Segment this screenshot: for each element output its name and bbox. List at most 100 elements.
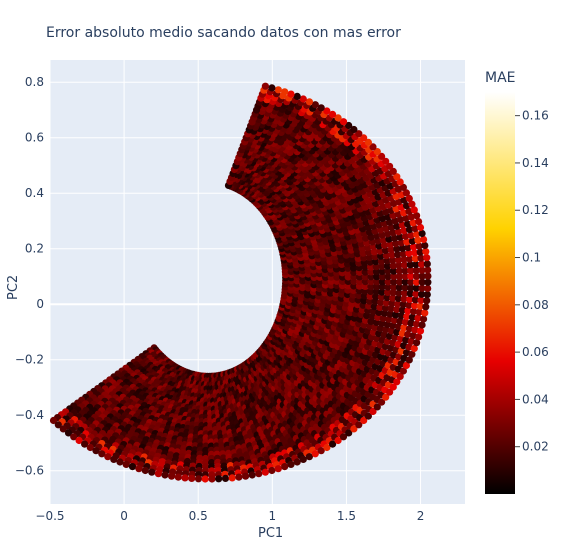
data-point <box>411 296 419 304</box>
data-point <box>394 256 402 264</box>
data-point <box>364 138 372 146</box>
data-point <box>384 267 392 275</box>
data-point <box>384 273 392 281</box>
data-point <box>402 214 410 222</box>
data-point <box>420 235 428 244</box>
data-point <box>135 465 143 473</box>
data-point <box>409 219 417 227</box>
data-point <box>405 325 414 333</box>
data-point <box>406 295 414 303</box>
data-point <box>406 255 414 263</box>
data-point <box>396 216 404 224</box>
data-point <box>405 249 413 257</box>
data-point <box>407 278 415 286</box>
data-point <box>64 429 73 437</box>
data-point <box>424 272 432 280</box>
data-point <box>317 447 325 455</box>
data-point <box>406 261 414 269</box>
data-point <box>378 398 386 406</box>
data-point <box>323 107 331 115</box>
x-axis-label: PC1 <box>258 526 284 541</box>
data-point <box>75 436 83 445</box>
data-point <box>418 272 426 280</box>
data-point <box>412 260 420 269</box>
data-point <box>411 225 419 233</box>
data-point <box>416 327 425 335</box>
data-point <box>329 110 337 118</box>
data-point <box>422 248 430 256</box>
colorbar-tick-label: 0.12 <box>522 203 549 217</box>
x-tick-label: −0.5 <box>35 509 64 523</box>
data-point <box>412 278 421 286</box>
data-point <box>116 458 124 466</box>
data-point <box>323 443 331 452</box>
data-point <box>384 283 392 291</box>
data-point <box>424 284 432 293</box>
data-point <box>396 335 404 343</box>
data-point <box>364 412 372 420</box>
data-point <box>403 312 411 321</box>
data-point <box>305 453 313 461</box>
data-point <box>81 440 89 448</box>
data-point <box>401 278 409 286</box>
data-point <box>110 455 118 463</box>
data-point <box>403 238 411 246</box>
data-point <box>382 157 390 165</box>
data-point <box>311 450 319 458</box>
data-point <box>54 421 62 429</box>
data-point <box>59 425 67 433</box>
data-point <box>413 230 421 238</box>
data-point <box>345 429 353 437</box>
data-point <box>394 300 402 308</box>
data-point <box>161 471 169 479</box>
data-point <box>407 231 415 239</box>
data-point <box>339 433 348 441</box>
data-point <box>415 333 423 341</box>
data-point <box>384 262 392 270</box>
data-point <box>405 356 413 364</box>
data-point <box>383 294 391 302</box>
data-point <box>299 95 307 103</box>
data-point <box>373 403 381 411</box>
y-tick-labels: −0.6 −0.4 −0.2 0 0.2 0.4 0.6 0.8 <box>15 75 44 478</box>
data-point <box>416 248 424 256</box>
data-point <box>293 92 301 100</box>
data-point <box>378 152 386 160</box>
data-point <box>423 297 431 305</box>
data-point <box>398 306 406 314</box>
data-point <box>378 288 386 296</box>
data-point <box>395 289 403 297</box>
data-point <box>407 267 415 275</box>
y-tick-label: 0.8 <box>25 75 44 89</box>
data-point <box>369 143 377 151</box>
data-point <box>401 232 410 240</box>
data-point <box>418 284 426 292</box>
data-point <box>412 290 420 298</box>
data-point <box>228 474 236 482</box>
data-point <box>396 317 404 325</box>
data-point <box>389 167 397 175</box>
data-point <box>387 305 395 313</box>
data-point <box>390 278 398 286</box>
x-tick-labels: −0.5 0 0.5 1 1.5 2 <box>35 509 424 523</box>
data-point <box>418 321 426 329</box>
data-point <box>416 302 424 310</box>
data-point <box>215 475 223 483</box>
data-point <box>410 307 418 316</box>
data-point <box>423 254 431 262</box>
data-point <box>104 453 112 461</box>
colorbar-tick-label: 0.16 <box>522 109 549 123</box>
data-point <box>311 101 319 109</box>
data-point <box>394 323 403 331</box>
data-point <box>402 336 410 344</box>
data-point <box>221 474 230 482</box>
data-point <box>413 320 421 328</box>
data-point <box>401 284 409 292</box>
x-tick-label: 1.5 <box>337 509 356 523</box>
data-point <box>49 416 58 425</box>
data-point <box>398 244 406 252</box>
data-point <box>411 302 419 310</box>
data-point <box>412 284 420 292</box>
data-point <box>334 114 342 122</box>
data-point <box>424 266 432 274</box>
